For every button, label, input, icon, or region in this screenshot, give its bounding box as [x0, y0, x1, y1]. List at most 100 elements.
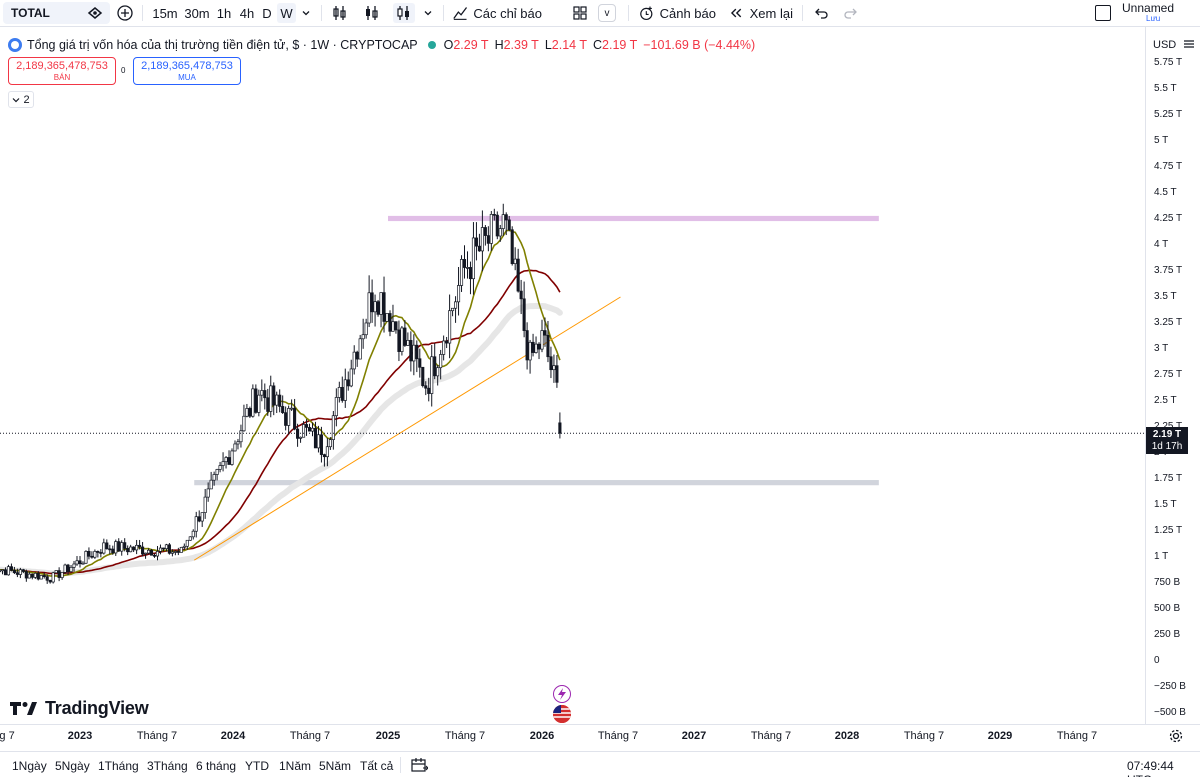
bar-chart-style-icon[interactable]: [331, 0, 349, 26]
range-1-day[interactable]: 1Ngày: [12, 759, 47, 773]
candle: [164, 543, 168, 552]
candle-body: [221, 461, 225, 466]
range-3-months[interactable]: 3Tháng: [147, 759, 188, 773]
candle-chart-style-icon[interactable]: [363, 0, 381, 26]
utc-clock[interactable]: 07:49:44 UTC: [1127, 759, 1174, 777]
candle-body: [370, 292, 374, 313]
candle-body: [376, 301, 380, 315]
candle: [540, 319, 544, 353]
candle: [549, 346, 553, 379]
range-5-days[interactable]: 5Ngày: [55, 759, 90, 773]
favorite-icon[interactable]: [86, 0, 104, 26]
candle: [155, 546, 160, 561]
event-lightning-icon[interactable]: [553, 685, 571, 703]
range-ytd[interactable]: YTD: [245, 759, 269, 773]
price-label: 0: [1154, 655, 1160, 666]
candle-body: [459, 259, 464, 286]
candle: [30, 573, 34, 580]
candle: [54, 570, 58, 574]
hollow-candle-style-icon[interactable]: [393, 3, 415, 23]
candle-body: [254, 388, 258, 413]
templates-button[interactable]: v: [598, 4, 616, 22]
candle: [456, 266, 461, 316]
indicators-button[interactable]: Các chỉ báo: [452, 0, 542, 26]
save-layout-button[interactable]: Unnamed Lưu: [1094, 0, 1200, 26]
candle: [129, 544, 133, 553]
range-5-years[interactable]: 5Năm: [319, 759, 352, 773]
range-6-months[interactable]: 6 tháng: [196, 759, 237, 773]
candle: [477, 233, 481, 252]
range-1-month[interactable]: 1Tháng: [98, 759, 139, 773]
candle: [287, 405, 291, 435]
range-1-year[interactable]: 1Năm: [279, 759, 312, 773]
candle-body: [310, 427, 315, 432]
candle-body: [403, 327, 407, 346]
candle-body: [30, 573, 34, 578]
menu-icon[interactable]: [1183, 38, 1195, 53]
candle: [513, 247, 517, 271]
candle-body: [105, 542, 109, 550]
chart-style-dropdown-icon[interactable]: [421, 0, 435, 26]
timeframe-15m[interactable]: 15m: [152, 5, 178, 21]
candle: [191, 529, 195, 540]
alert-button[interactable]: Cảnh báo: [638, 0, 716, 26]
redo-icon[interactable]: [842, 0, 860, 26]
timeframe-1h[interactable]: 1h: [216, 5, 232, 21]
layout-checkbox[interactable]: [1095, 5, 1111, 21]
date-range-calendar-icon[interactable]: [410, 757, 429, 776]
candle: [313, 421, 318, 449]
candle: [141, 542, 145, 557]
sell-button[interactable]: 2,189,365,478,753 BÁN: [8, 57, 116, 85]
candle: [439, 349, 443, 380]
candle-body: [141, 546, 145, 555]
layout-grid-icon[interactable]: [570, 0, 590, 26]
timeframe-4h[interactable]: 4h: [239, 5, 255, 21]
price-label: 5.25 T: [1154, 109, 1183, 120]
timeframe-w[interactable]: W: [277, 3, 296, 23]
candle-body: [358, 338, 362, 360]
candle-body: [456, 285, 461, 303]
buy-button[interactable]: 2,189,365,478,753 MUA: [133, 57, 241, 85]
candle-body: [468, 267, 473, 280]
candle: [293, 398, 297, 431]
gear-icon[interactable]: [1168, 728, 1184, 747]
timeframe-dropdown-icon[interactable]: [299, 0, 313, 26]
candle: [227, 450, 231, 465]
compare-add-icon[interactable]: [115, 0, 135, 26]
candle-body: [21, 569, 25, 572]
price-chart[interactable]: [0, 26, 1145, 724]
price-label: 2.5 T: [1154, 395, 1177, 406]
candle: [281, 395, 285, 414]
candle-body: [126, 548, 130, 553]
candle: [167, 542, 171, 555]
rewind-icon: [730, 8, 742, 18]
candle-body: [266, 397, 270, 412]
candle-body: [543, 330, 547, 336]
currency-selector[interactable]: USD: [1153, 39, 1177, 51]
timeframe-d[interactable]: D: [262, 5, 272, 21]
candle: [152, 553, 157, 558]
candle: [254, 384, 258, 414]
us-flag-event-icon[interactable]: [553, 705, 571, 723]
replay-button[interactable]: Xem lại: [729, 0, 793, 26]
candle-body: [400, 327, 404, 352]
candle: [215, 468, 219, 481]
indicators-collapse-toggle[interactable]: 2: [8, 91, 34, 108]
undo-icon[interactable]: [812, 0, 830, 26]
candle: [90, 551, 94, 559]
change-value: −101.69 B (−4.44%): [643, 38, 756, 52]
candle: [161, 547, 165, 552]
candle-body: [197, 516, 201, 522]
symbol-search[interactable]: TOTAL: [3, 2, 110, 24]
candle: [400, 325, 404, 356]
candle: [173, 550, 177, 556]
candle: [403, 320, 407, 347]
price-label: 750 B: [1154, 577, 1181, 588]
candle-body: [251, 388, 255, 417]
timeframe-30m[interactable]: 30m: [184, 5, 210, 21]
candle-body: [555, 365, 559, 383]
layout-name: Unnamed: [1122, 1, 1175, 15]
candle: [0, 567, 2, 574]
range-all[interactable]: Tất cả: [360, 759, 394, 773]
candle-body: [412, 344, 416, 362]
